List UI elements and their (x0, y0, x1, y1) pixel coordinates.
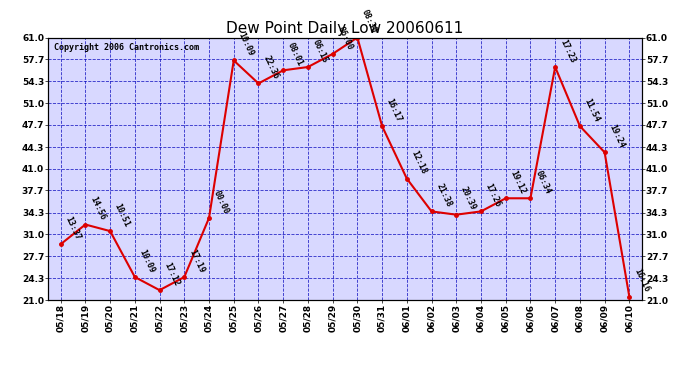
Text: 00:00: 00:00 (212, 189, 230, 215)
Text: 11:54: 11:54 (582, 97, 602, 123)
Text: 16:16: 16:16 (632, 267, 651, 294)
Text: 06:34: 06:34 (533, 169, 552, 195)
Text: 06:00: 06:00 (335, 25, 354, 51)
Text: 19:12: 19:12 (509, 169, 527, 195)
Text: 19:24: 19:24 (607, 123, 626, 150)
Text: 20:39: 20:39 (459, 186, 477, 212)
Title: Dew Point Daily Low 20060611: Dew Point Daily Low 20060611 (226, 21, 464, 36)
Text: 10:09: 10:09 (137, 248, 157, 274)
Text: 17:26: 17:26 (484, 182, 502, 209)
Text: 08:30: 08:30 (360, 8, 379, 35)
Text: 12:18: 12:18 (410, 149, 428, 176)
Text: 22:36: 22:36 (262, 54, 280, 81)
Text: 08:01: 08:01 (286, 41, 305, 68)
Text: 10:51: 10:51 (113, 202, 132, 228)
Text: Copyright 2006 Cantronics.com: Copyright 2006 Cantronics.com (55, 43, 199, 52)
Text: 13:37: 13:37 (63, 215, 82, 242)
Text: 17:12: 17:12 (162, 261, 181, 287)
Text: 06:15: 06:15 (310, 38, 329, 64)
Text: 21:38: 21:38 (434, 182, 453, 209)
Text: 10:09: 10:09 (237, 31, 255, 58)
Text: 17:19: 17:19 (187, 248, 206, 274)
Text: 14:56: 14:56 (88, 195, 107, 222)
Text: 17:23: 17:23 (558, 38, 577, 64)
Text: 16:17: 16:17 (385, 97, 404, 123)
